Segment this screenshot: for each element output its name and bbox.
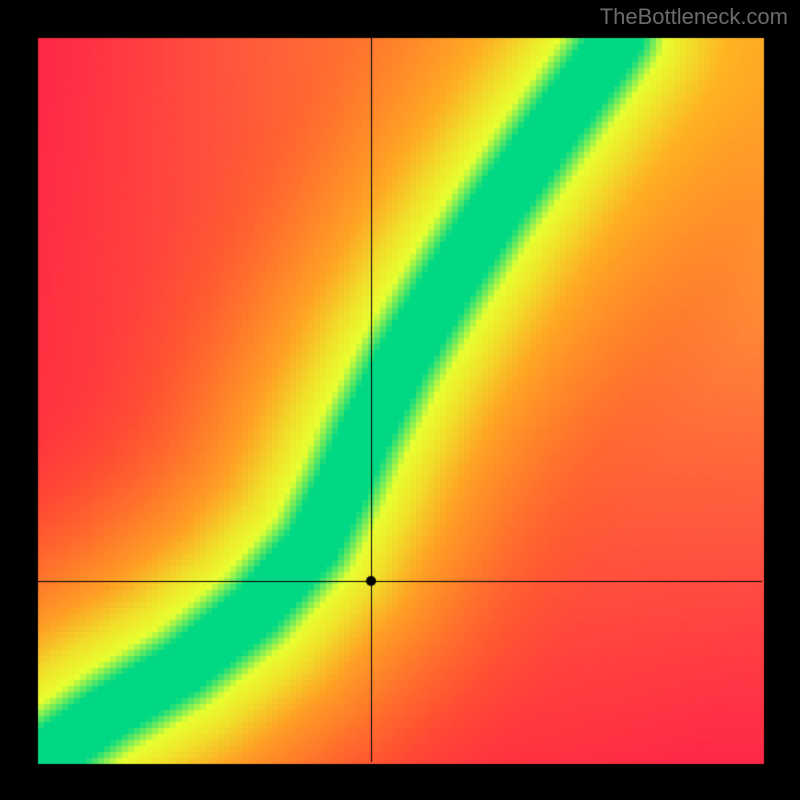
chart-container: TheBottleneck.com — [0, 0, 800, 800]
watermark-label: TheBottleneck.com — [600, 4, 788, 30]
bottleneck-heatmap-canvas — [0, 0, 800, 800]
